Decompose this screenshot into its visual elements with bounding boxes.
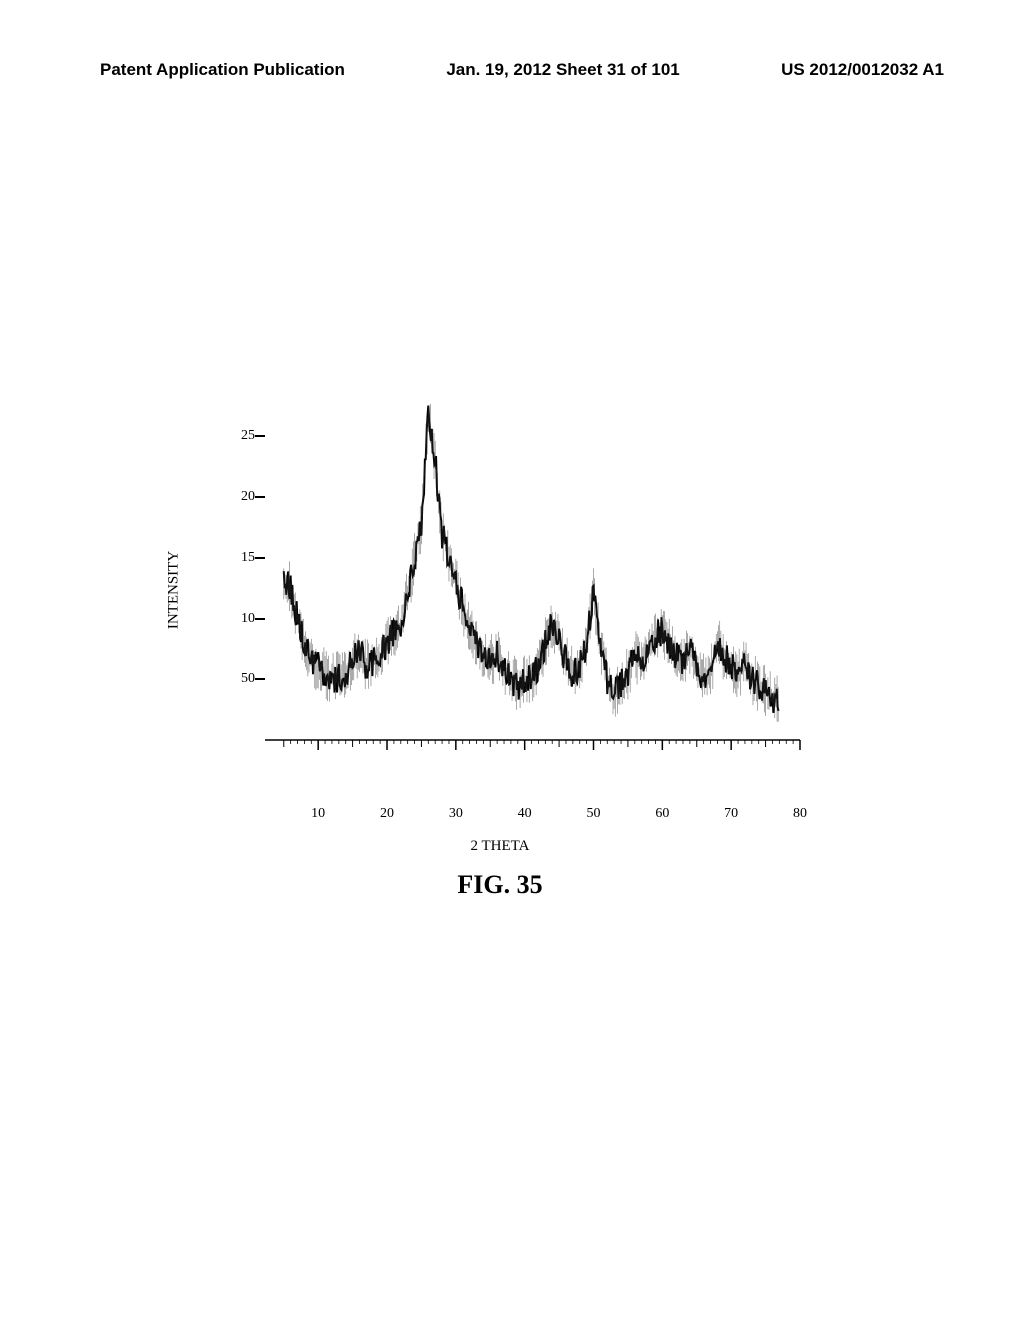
x-axis-label: 2 THETA — [471, 838, 530, 855]
x-tick-label: 70 — [724, 806, 738, 822]
x-tick-label: 50 — [587, 806, 601, 822]
x-tick-label: 10 — [311, 806, 325, 822]
x-tick-label: 80 — [793, 806, 807, 822]
x-tick-label: 30 — [449, 806, 463, 822]
x-tick-label: 60 — [655, 806, 669, 822]
figure-caption: FIG. 35 — [457, 870, 542, 900]
chart-plot — [190, 380, 810, 800]
xrd-chart: INTENSITY 2 THETA FIG. 35 5010152025 102… — [190, 380, 810, 800]
header-right: US 2012/0012032 A1 — [781, 60, 944, 80]
header-center: Jan. 19, 2012 Sheet 31 of 101 — [446, 60, 679, 80]
header-left: Patent Application Publication — [100, 60, 345, 80]
x-tick-label: 40 — [518, 806, 532, 822]
y-axis-label: INTENSITY — [166, 551, 183, 629]
x-tick-label: 20 — [380, 806, 394, 822]
